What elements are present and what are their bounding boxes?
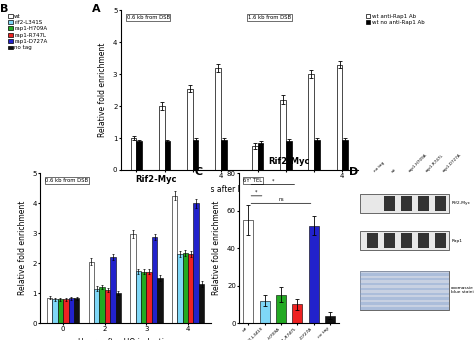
Bar <box>360 288 449 290</box>
Y-axis label: Relative fold enrichment: Relative fold enrichment <box>18 201 27 295</box>
Bar <box>384 195 395 211</box>
Text: rap1-H709A: rap1-H709A <box>408 153 428 173</box>
Bar <box>187 88 193 170</box>
Bar <box>136 271 141 323</box>
Text: 1.6 kb from DSB: 1.6 kb from DSB <box>248 15 291 20</box>
Bar <box>360 307 449 309</box>
Bar <box>116 293 121 323</box>
Bar <box>105 290 110 323</box>
Bar <box>260 301 270 323</box>
Bar <box>146 272 152 323</box>
Bar <box>52 299 58 323</box>
Bar <box>360 292 449 295</box>
Text: A: A <box>92 4 101 14</box>
Bar <box>337 65 342 170</box>
Bar <box>360 278 449 280</box>
Bar <box>157 278 163 323</box>
Bar <box>221 140 227 170</box>
Bar <box>100 287 105 323</box>
Bar <box>360 271 449 309</box>
Bar <box>258 143 264 170</box>
Text: rap1-R747L: rap1-R747L <box>425 154 444 173</box>
Bar <box>360 273 449 275</box>
Bar <box>418 195 429 211</box>
Bar <box>342 140 348 170</box>
X-axis label: Hours after HO induction: Hours after HO induction <box>78 338 173 340</box>
Bar <box>360 193 449 213</box>
Bar <box>309 74 314 170</box>
Bar <box>360 271 449 309</box>
Text: rap1-D727A: rap1-D727A <box>442 153 462 173</box>
Text: Rif2-Myc: Rif2-Myc <box>451 201 470 205</box>
Bar <box>360 302 449 305</box>
Bar <box>309 226 319 323</box>
Bar <box>360 231 449 251</box>
Bar <box>47 298 52 323</box>
Bar <box>435 195 447 211</box>
Bar <box>280 100 286 170</box>
Y-axis label: Relative fold enrichment: Relative fold enrichment <box>212 201 221 295</box>
Text: *: * <box>272 179 274 184</box>
Bar <box>314 140 320 170</box>
Bar <box>141 272 146 323</box>
Bar <box>58 299 63 323</box>
Bar <box>215 68 221 170</box>
Text: 0.6 kb from DSB: 0.6 kb from DSB <box>127 15 170 20</box>
Bar <box>360 298 449 300</box>
Text: no tag: no tag <box>374 161 386 173</box>
Text: coomassie
blue staining: coomassie blue staining <box>451 286 474 294</box>
Bar <box>69 299 74 323</box>
Text: 6Y' TEL: 6Y' TEL <box>243 178 263 183</box>
Bar <box>131 138 137 170</box>
Text: B: B <box>0 4 8 14</box>
Bar <box>367 233 378 249</box>
Bar <box>63 299 69 323</box>
Bar <box>435 233 447 249</box>
Bar <box>177 254 182 323</box>
Bar <box>193 140 199 170</box>
Bar <box>152 237 157 323</box>
Bar <box>244 220 253 323</box>
Bar <box>199 284 204 323</box>
Bar <box>193 203 199 323</box>
Bar <box>401 233 412 249</box>
Text: D: D <box>349 167 358 177</box>
Bar <box>276 295 286 323</box>
Bar <box>384 233 395 249</box>
Text: Rif2-Myc: Rif2-Myc <box>268 157 310 166</box>
Legend: wt anti-Rap1 Ab, wt no anti-Rap1 Ab: wt anti-Rap1 Ab, wt no anti-Rap1 Ab <box>365 13 425 26</box>
Bar <box>325 316 335 323</box>
Bar <box>286 141 292 170</box>
Text: Rif2-Myc: Rif2-Myc <box>136 175 177 184</box>
Text: ns: ns <box>278 198 284 202</box>
Bar <box>137 141 142 170</box>
Bar <box>89 262 94 323</box>
Bar <box>401 195 412 211</box>
Bar <box>130 234 136 323</box>
Bar <box>159 106 164 170</box>
Bar <box>252 146 258 170</box>
Text: *: * <box>255 190 258 195</box>
Bar <box>94 289 100 323</box>
Bar <box>188 254 193 323</box>
X-axis label: Hours after HO induction: Hours after HO induction <box>191 185 287 194</box>
Bar <box>110 257 116 323</box>
Bar <box>172 196 177 323</box>
Text: Rap1: Rap1 <box>451 239 462 243</box>
Y-axis label: Relative fold enrichment: Relative fold enrichment <box>98 43 107 137</box>
Bar <box>182 253 188 323</box>
Bar <box>292 304 302 323</box>
Text: C: C <box>195 167 203 177</box>
Bar <box>164 141 170 170</box>
Bar <box>418 233 429 249</box>
Bar <box>360 283 449 285</box>
Legend: wt, rif2-L341S, rap1-H709A, rap1-R747L, rap1-D727A, no tag: wt, rif2-L341S, rap1-H709A, rap1-R747L, … <box>8 13 48 51</box>
Text: 0.6 kb from DSB: 0.6 kb from DSB <box>46 178 89 183</box>
Bar <box>74 299 80 323</box>
Text: wt: wt <box>391 167 397 173</box>
